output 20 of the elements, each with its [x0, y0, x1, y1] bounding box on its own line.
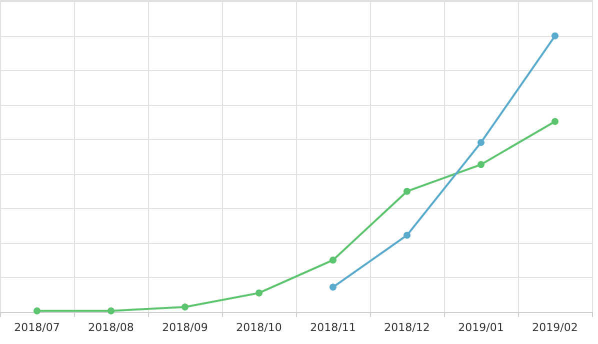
x-tick-label: 2018/10: [236, 321, 282, 334]
x-tick-label: 2018/11: [310, 321, 356, 334]
point: [404, 188, 410, 195]
x-tick-label: 2019/01: [458, 321, 504, 334]
point: [478, 161, 484, 168]
point: [108, 307, 114, 314]
x-tick-label: 2018/09: [162, 321, 208, 334]
point: [256, 289, 262, 296]
x-tick-label: 2018/07: [14, 321, 60, 334]
point: [552, 118, 558, 125]
x-tick-label: 2019/02: [532, 321, 578, 334]
x-tick-label: 2018/08: [88, 321, 134, 334]
point: [182, 304, 188, 311]
point: [330, 284, 336, 291]
x-tick-label: 2018/12: [384, 321, 430, 334]
point: [34, 307, 40, 314]
point: [330, 256, 336, 264]
point: [552, 32, 558, 40]
point: [404, 232, 410, 239]
point: [478, 138, 484, 146]
